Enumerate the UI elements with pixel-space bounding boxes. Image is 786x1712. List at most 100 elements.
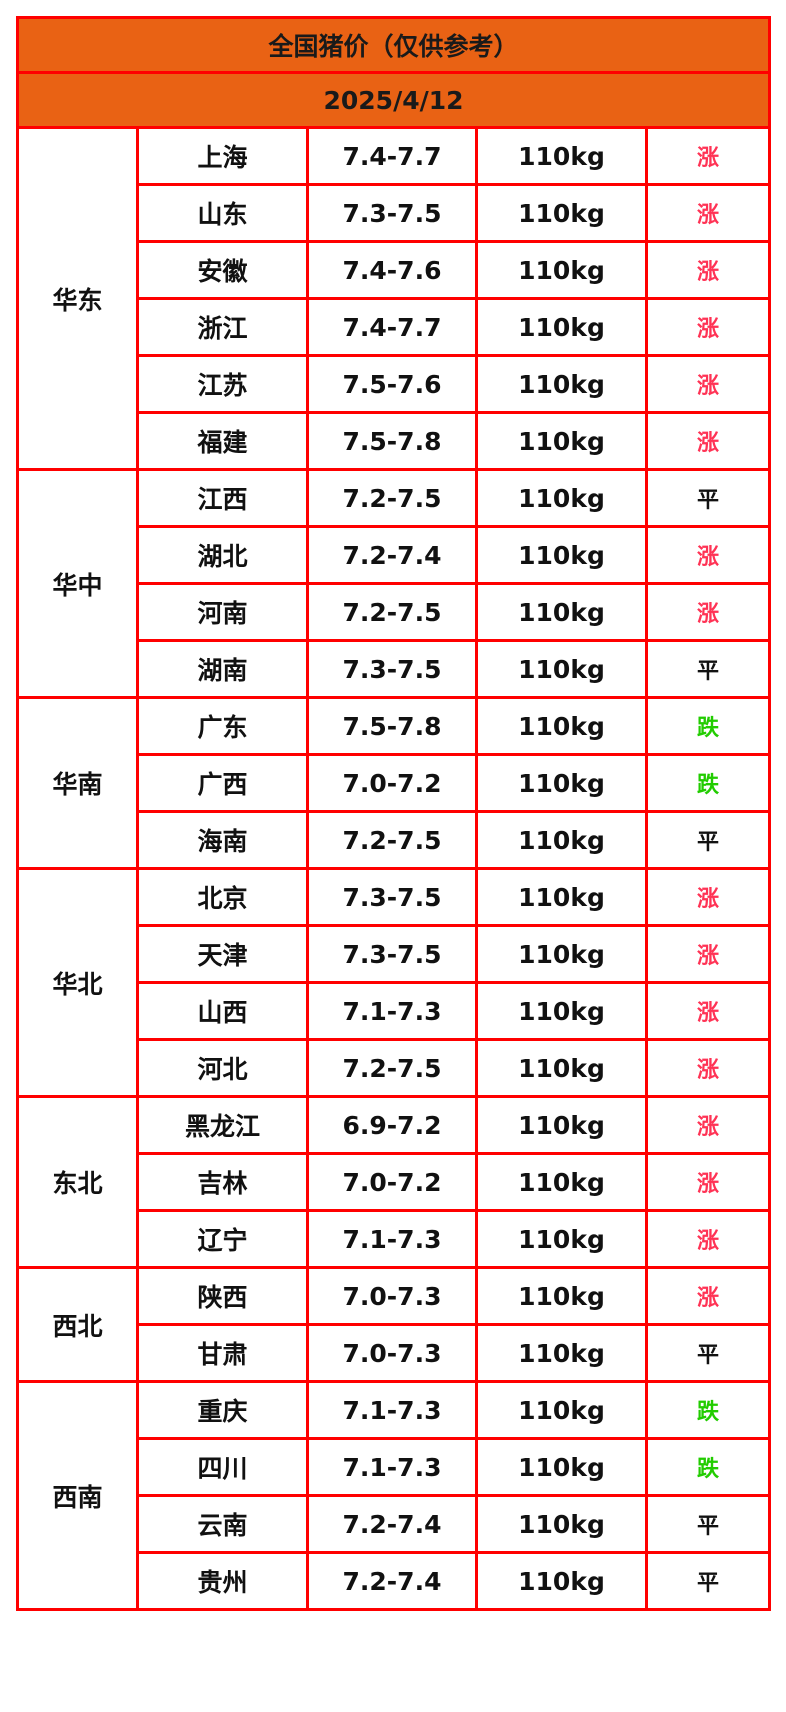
price-cell: 7.2-7.5 bbox=[306, 1038, 478, 1098]
price-cell: 7.4-7.7 bbox=[306, 297, 478, 357]
table-row: 山西 7.1-7.3 110kg 涨 bbox=[18, 981, 772, 1041]
trend-cell: 平 bbox=[644, 1494, 772, 1554]
province-cell: 河南 bbox=[136, 582, 309, 642]
weight-cell: 110kg bbox=[475, 1494, 648, 1554]
table-row: 河北 7.2-7.5 110kg 涨 bbox=[18, 1038, 772, 1098]
price-cell: 7.0-7.2 bbox=[306, 1152, 478, 1212]
weight-cell: 110kg bbox=[475, 867, 648, 927]
trend-cell: 涨 bbox=[644, 1266, 772, 1326]
price-cell: 7.2-7.5 bbox=[306, 468, 478, 528]
province-cell: 山西 bbox=[136, 981, 309, 1041]
province-cell: 河北 bbox=[136, 1038, 309, 1098]
weight-cell: 110kg bbox=[475, 810, 648, 870]
trend-cell: 跌 bbox=[644, 1437, 772, 1497]
price-cell: 7.1-7.3 bbox=[306, 1380, 478, 1440]
weight-cell: 110kg bbox=[475, 183, 648, 243]
table-row: 河南 7.2-7.5 110kg 涨 bbox=[18, 582, 772, 642]
province-cell: 安徽 bbox=[136, 240, 309, 300]
province-cell: 重庆 bbox=[136, 1380, 309, 1440]
trend-cell: 跌 bbox=[644, 696, 772, 756]
weight-cell: 110kg bbox=[475, 1266, 648, 1326]
province-cell: 湖北 bbox=[136, 525, 309, 585]
trend-cell: 涨 bbox=[644, 297, 772, 357]
table-row: 浙江 7.4-7.7 110kg 涨 bbox=[18, 297, 772, 357]
province-cell: 天津 bbox=[136, 924, 309, 984]
weight-cell: 110kg bbox=[475, 924, 648, 984]
title-row: 全国猪价（仅供参考） bbox=[15, 16, 772, 74]
price-cell: 7.1-7.3 bbox=[306, 1437, 478, 1497]
province-cell: 广西 bbox=[136, 753, 309, 813]
province-cell: 上海 bbox=[136, 126, 309, 186]
trend-cell: 涨 bbox=[644, 183, 772, 243]
price-cell: 7.1-7.3 bbox=[306, 1209, 478, 1269]
price-cell: 7.2-7.5 bbox=[306, 582, 478, 642]
table-row: 甘肃 7.0-7.3 110kg 平 bbox=[18, 1323, 772, 1383]
price-cell: 7.3-7.5 bbox=[306, 639, 478, 699]
trend-cell: 涨 bbox=[644, 867, 772, 927]
price-cell: 7.5-7.8 bbox=[306, 696, 478, 756]
table-row: 华北 北京 7.3-7.5 110kg 涨 bbox=[16, 867, 772, 1098]
weight-cell: 110kg bbox=[475, 1152, 648, 1212]
table-row: 天津 7.3-7.5 110kg 涨 bbox=[18, 924, 772, 984]
table-row: 四川 7.1-7.3 110kg 跌 bbox=[18, 1437, 772, 1497]
table-row: 山东 7.3-7.5 110kg 涨 bbox=[18, 183, 772, 243]
price-cell: 7.2-7.5 bbox=[306, 810, 478, 870]
weight-cell: 110kg bbox=[475, 240, 648, 300]
region-cell: 华东 bbox=[16, 126, 139, 471]
trend-cell: 涨 bbox=[644, 525, 772, 585]
province-cell: 海南 bbox=[136, 810, 309, 870]
trend-cell: 涨 bbox=[644, 1152, 772, 1212]
trend-cell: 平 bbox=[644, 1551, 772, 1611]
region-cell: 华北 bbox=[16, 867, 139, 1098]
price-cell: 7.2-7.4 bbox=[306, 1494, 478, 1554]
weight-cell: 110kg bbox=[475, 525, 648, 585]
table-row: 云南 7.2-7.4 110kg 平 bbox=[18, 1494, 772, 1554]
trend-cell: 平 bbox=[644, 1323, 772, 1383]
weight-cell: 110kg bbox=[475, 1038, 648, 1098]
table-row: 西南 重庆 7.1-7.3 110kg 跌 bbox=[16, 1380, 772, 1611]
table-row: 华南 广东 7.5-7.8 110kg 跌 bbox=[16, 696, 772, 870]
table-row: 华中 江西 7.2-7.5 110kg 平 bbox=[16, 468, 772, 699]
trend-cell: 跌 bbox=[644, 753, 772, 813]
province-cell: 黑龙江 bbox=[136, 1095, 309, 1155]
price-cell: 7.5-7.6 bbox=[306, 354, 478, 414]
pig-price-table: 全国猪价（仅供参考） 2025/4/12 华东 上海 7.4-7.7 110kg 涨山东… bbox=[15, 16, 772, 1611]
weight-cell: 110kg bbox=[475, 1437, 648, 1497]
table-row: 海南 7.2-7.5 110kg 平 bbox=[18, 810, 772, 870]
weight-cell: 110kg bbox=[475, 1323, 648, 1383]
trend-cell: 涨 bbox=[644, 981, 772, 1041]
table-row: 东北 黑龙江 6.9-7.2 110kg 涨 bbox=[16, 1095, 772, 1269]
table-row: 西北 陕西 7.0-7.3 110kg 涨 bbox=[16, 1266, 772, 1383]
price-cell: 7.3-7.5 bbox=[306, 867, 478, 927]
province-cell: 陕西 bbox=[136, 1266, 309, 1326]
weight-cell: 110kg bbox=[475, 981, 648, 1041]
table-row: 江苏 7.5-7.6 110kg 涨 bbox=[18, 354, 772, 414]
trend-cell: 平 bbox=[644, 810, 772, 870]
province-cell: 湖南 bbox=[136, 639, 309, 699]
table-row: 华东 上海 7.4-7.7 110kg 涨 bbox=[16, 126, 772, 471]
region-cell: 华中 bbox=[16, 468, 139, 699]
province-cell: 云南 bbox=[136, 1494, 309, 1554]
weight-cell: 110kg bbox=[475, 639, 648, 699]
table-row: 湖南 7.3-7.5 110kg 平 bbox=[18, 639, 772, 699]
trend-cell: 涨 bbox=[644, 240, 772, 300]
trend-cell: 涨 bbox=[644, 1209, 772, 1269]
table-row: 湖北 7.2-7.4 110kg 涨 bbox=[18, 525, 772, 585]
date-row: 2025/4/12 bbox=[15, 71, 772, 129]
weight-cell: 110kg bbox=[475, 753, 648, 813]
table-row: 辽宁 7.1-7.3 110kg 涨 bbox=[18, 1209, 772, 1269]
province-cell: 江苏 bbox=[136, 354, 309, 414]
weight-cell: 110kg bbox=[475, 1209, 648, 1269]
table-row: 吉林 7.0-7.2 110kg 涨 bbox=[18, 1152, 772, 1212]
weight-cell: 110kg bbox=[475, 582, 648, 642]
price-cell: 7.3-7.5 bbox=[306, 183, 478, 243]
province-cell: 四川 bbox=[136, 1437, 309, 1497]
province-cell: 贵州 bbox=[136, 1551, 309, 1611]
table-row: 贵州 7.2-7.4 110kg 平 bbox=[18, 1551, 772, 1611]
trend-cell: 平 bbox=[644, 468, 772, 528]
price-cell: 7.0-7.3 bbox=[306, 1323, 478, 1383]
province-cell: 甘肃 bbox=[136, 1323, 309, 1383]
region-cell: 西北 bbox=[16, 1266, 139, 1383]
trend-cell: 涨 bbox=[644, 582, 772, 642]
trend-cell: 涨 bbox=[644, 126, 772, 186]
